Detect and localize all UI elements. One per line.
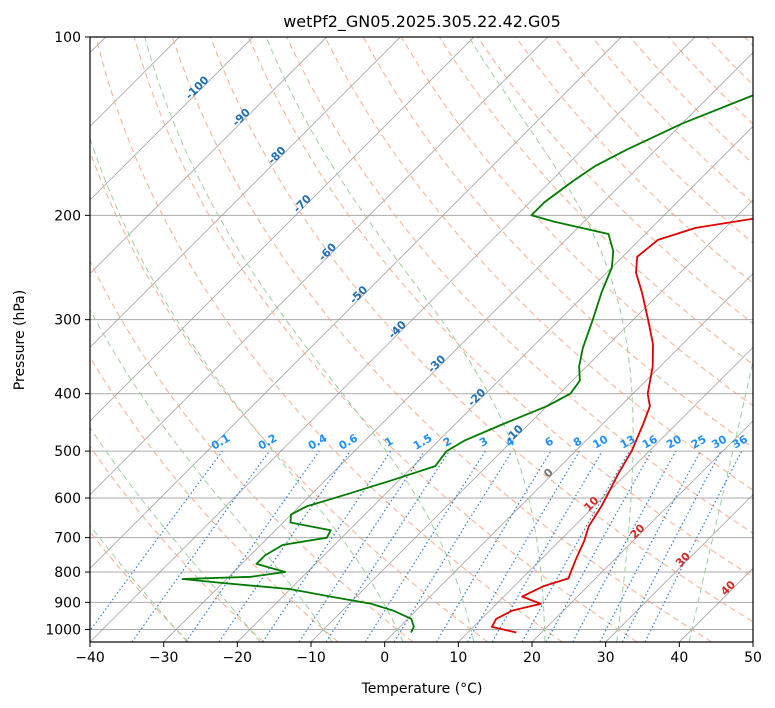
dry-adiabat-line: [90, 356, 339, 642]
dry-adiabat-line: [210, 37, 753, 623]
series-layer: [181, 94, 753, 634]
x-axis-ticks: −40 −30 −20 −10 0 10 20 30 40 50: [75, 642, 762, 666]
mixing-ratio-line: [298, 450, 425, 642]
mixing-ratio-line: [131, 450, 270, 642]
dry-adiabat-line: [95, 37, 563, 642]
x-tick-label: 40: [670, 650, 688, 666]
x-axis-label: Temperature (°C): [361, 681, 483, 697]
x-tick-label: 20: [523, 650, 541, 666]
dry-adiabat-line: [515, 37, 753, 284]
isotherm-line: [90, 37, 475, 422]
isotherm-line: [90, 37, 254, 201]
dry-adiabat-line: [133, 37, 638, 642]
y-tick-label: 300: [54, 313, 81, 329]
isotherm-line: [90, 37, 548, 496]
y-axis-ticks: 100 200 300 400 500 600 700 800 900 1000: [45, 30, 90, 638]
y-tick-label: 500: [54, 444, 81, 460]
isotherm-line: [90, 37, 327, 275]
x-tick-label: 0: [380, 650, 389, 666]
dry-adiabat-line: [90, 445, 264, 642]
moist-adiabat-line: [144, 37, 475, 642]
x-tick-label: −10: [296, 650, 326, 666]
isotherm-line: [605, 494, 753, 642]
y-tick-label: 600: [54, 491, 81, 507]
mixing-ratio-line: [262, 450, 392, 642]
mixing-ratio-line: [572, 450, 677, 642]
y-tick-label: 1000: [45, 622, 81, 638]
mixing-ratio-layer: [90, 450, 743, 642]
x-tick-label: −40: [75, 650, 105, 666]
mixing-ratio-line: [325, 450, 450, 642]
grid-layer: [90, 37, 753, 642]
chart-title: wetPf2_GN05.2025.305.22.42.G05: [283, 12, 561, 32]
moist-adiabat-line: [688, 358, 753, 642]
y-tick-label: 700: [54, 531, 81, 547]
y-tick-label: 200: [54, 208, 81, 224]
isotherm-line: [90, 37, 622, 569]
mixing-ratio-line: [545, 450, 653, 642]
temperature-profile-line: [490, 217, 753, 634]
x-tick-label: −30: [149, 650, 179, 666]
mixing-ratio-line: [644, 450, 743, 642]
isotherm-line: [163, 52, 753, 642]
y-tick-label: 900: [54, 595, 81, 611]
dewpoint-profile-line: [181, 94, 753, 633]
moist-adiabat-line: [90, 426, 261, 642]
mixing-ratio-line: [521, 450, 631, 642]
dry-adiabat-line: [286, 37, 753, 534]
moist-adiabat-line: [265, 37, 546, 642]
moist-adiabat-line: [90, 308, 333, 642]
x-tick-label: −20: [223, 650, 253, 666]
y-tick-label: 400: [54, 387, 81, 403]
dry-adiabat-line: [90, 259, 414, 642]
y-tick-label: 100: [54, 30, 81, 46]
y-axis-label: Pressure (hPa): [12, 290, 28, 390]
dry-adiabat-line: [248, 37, 753, 578]
isotherm-line: [531, 420, 753, 642]
isotherm-line: [458, 346, 753, 642]
x-tick-label: 30: [597, 650, 615, 666]
mixing-ratio-line: [185, 450, 320, 642]
x-tick-label: 10: [449, 650, 467, 666]
moist-adiabat-line: [90, 136, 404, 642]
adiabat-layer: [90, 37, 753, 642]
x-tick-label: 50: [744, 650, 762, 666]
isotherm-line: [90, 37, 696, 642]
isotherm-line: [237, 125, 753, 642]
plot-frame: [89, 36, 754, 643]
mixing-ratio-line: [393, 450, 513, 642]
isotherm-line: [90, 37, 401, 348]
mixing-ratio-line: [90, 450, 223, 632]
y-tick-label: 800: [54, 565, 81, 581]
mixing-ratio-line: [218, 450, 351, 642]
dry-adiabat-line: [324, 37, 753, 491]
isotherm-line: [384, 273, 753, 642]
dry-adiabat-line: [171, 37, 712, 642]
